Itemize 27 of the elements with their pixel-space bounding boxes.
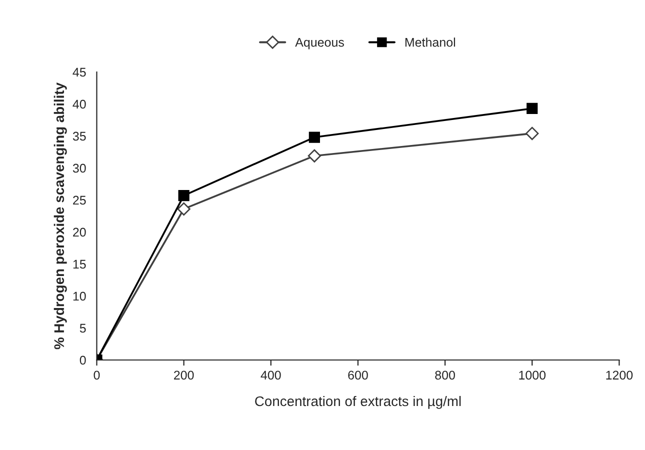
- point: [526, 126, 539, 140]
- y-tick-label: 35: [72, 132, 86, 141]
- x-tick-label: 800: [435, 370, 455, 380]
- x-tick-label: 1000: [519, 370, 546, 380]
- point: [308, 149, 322, 162]
- x-tick-label: 0: [94, 370, 100, 380]
- y-tick-label: 25: [73, 196, 86, 205]
- point: [177, 202, 190, 216]
- point: [178, 190, 190, 202]
- y-tick-label: 40: [72, 100, 86, 109]
- y-tick-label: 0: [80, 356, 86, 365]
- y-tick-label: 5: [80, 324, 86, 333]
- point: [308, 132, 320, 143]
- y-tick-label: 45: [72, 68, 86, 77]
- y-tick-label: 30: [72, 164, 86, 173]
- legend-label: Methanol: [405, 38, 456, 47]
- x-tick-label: 200: [174, 370, 194, 380]
- y-tick-label: 15: [73, 260, 86, 269]
- y-axis-title: % Hydrogen peroxide scavenging ability: [54, 82, 67, 350]
- y-tick-label: 20: [73, 228, 86, 237]
- x-axis-title: Concentration of extracts in µg/ml: [255, 396, 461, 409]
- x-tick-label: 600: [348, 370, 368, 380]
- x-tick-label: 1200: [606, 370, 633, 380]
- y-tick-label: 10: [73, 292, 86, 301]
- x-tick-label: 400: [260, 370, 281, 380]
- legend-label: Aqueous: [295, 38, 344, 50]
- point: [526, 102, 538, 114]
